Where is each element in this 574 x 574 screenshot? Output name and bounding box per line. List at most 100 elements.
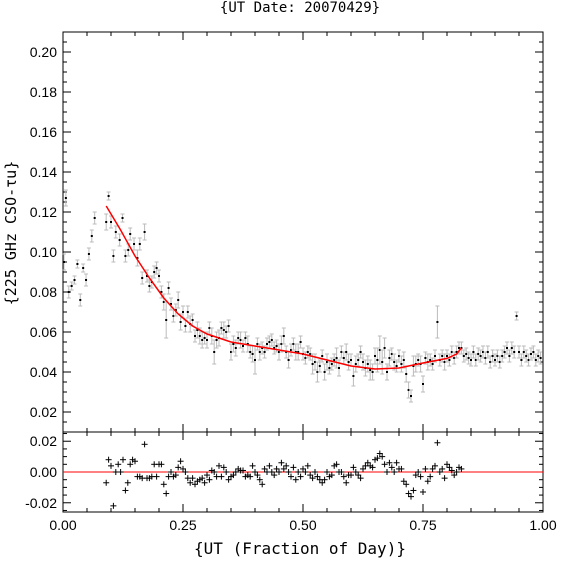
residual-marker [278, 459, 285, 466]
point-marker [258, 351, 261, 353]
residual-marker [338, 469, 345, 475]
point-marker [306, 351, 309, 353]
point-marker [448, 359, 451, 361]
point-marker [522, 351, 525, 353]
point-marker [326, 361, 328, 363]
point-marker [515, 315, 518, 317]
data-point [351, 365, 356, 387]
data-point [442, 353, 447, 371]
residual-marker [304, 462, 311, 469]
point-marker [462, 355, 465, 357]
data-point [255, 337, 260, 351]
residual-marker [295, 469, 302, 475]
residual-marker [259, 481, 266, 488]
residual-marker [290, 464, 297, 471]
point-marker [381, 361, 384, 363]
point-marker [441, 355, 444, 357]
residual-marker [230, 472, 237, 479]
residual-marker [177, 458, 184, 465]
point-marker [222, 329, 225, 331]
residual-marker [124, 479, 131, 486]
data-point [315, 361, 320, 383]
residual-marker [192, 481, 198, 488]
point-marker [359, 351, 362, 353]
point-marker [158, 275, 160, 277]
data-point [490, 349, 495, 363]
data-point [66, 285, 71, 299]
point-marker [338, 367, 340, 369]
residual-marker [240, 467, 246, 474]
data-point [128, 227, 133, 241]
data-point [368, 359, 373, 381]
data-point [483, 351, 488, 365]
residual-marker [172, 472, 179, 479]
point-marker [335, 357, 338, 359]
data-point [495, 349, 500, 363]
residual-marker [424, 478, 431, 485]
data-point [466, 351, 471, 365]
data-point [104, 213, 109, 231]
point-marker [136, 257, 139, 259]
point-marker [254, 359, 256, 361]
data-point [382, 337, 387, 359]
data-point [346, 353, 351, 371]
point-marker [386, 371, 388, 373]
point-marker [242, 345, 244, 347]
residual-marker [283, 462, 290, 469]
point-marker [330, 363, 333, 365]
data-point [322, 363, 327, 381]
data-point [505, 341, 509, 355]
point-marker [62, 261, 65, 263]
x-tick-label: 0.75 [409, 517, 436, 533]
point-marker [177, 299, 180, 301]
residual-marker [343, 479, 350, 486]
y-tick-label: 0.14 [30, 164, 57, 180]
residual-marker [247, 473, 254, 480]
point-marker [64, 197, 67, 199]
residual-marker [187, 479, 194, 486]
point-marker [527, 359, 530, 361]
data-point [512, 345, 517, 359]
data-point [69, 281, 74, 291]
data-point [286, 351, 291, 369]
point-marker [352, 375, 355, 377]
data-point [226, 319, 231, 333]
point-marker [520, 359, 523, 361]
point-marker [165, 319, 168, 321]
data-point [392, 353, 397, 371]
data-point [224, 325, 229, 339]
point-marker [534, 359, 537, 361]
data-point [109, 215, 113, 229]
data-point [497, 355, 502, 369]
residual-marker [117, 469, 124, 475]
point-marker [347, 361, 350, 363]
point-marker [220, 327, 223, 329]
point-marker [110, 221, 112, 223]
y-tick-label: 0.20 [30, 44, 57, 60]
data-point [140, 271, 145, 285]
residual-marker [175, 464, 182, 471]
data-point [193, 329, 197, 343]
point-marker [299, 341, 302, 343]
residual-marker [446, 464, 453, 471]
residual-marker [180, 465, 186, 472]
residual-marker [285, 469, 292, 475]
residual-marker [410, 487, 417, 494]
y-tick-label: 0.04 [30, 364, 57, 380]
residual-marker [254, 472, 261, 479]
data-point [277, 343, 281, 361]
point-marker [496, 355, 499, 357]
point-marker [350, 359, 352, 361]
point-marker [270, 339, 273, 341]
point-marker [191, 319, 194, 321]
data-point [538, 351, 543, 365]
residual-marker [220, 464, 227, 471]
data-point [113, 225, 118, 239]
point-marker [309, 353, 312, 355]
point-marker [282, 335, 285, 337]
residual-marker [374, 455, 381, 462]
point-marker [141, 277, 144, 279]
point-marker [455, 351, 458, 353]
data-point [298, 335, 303, 349]
data-point [430, 357, 435, 371]
